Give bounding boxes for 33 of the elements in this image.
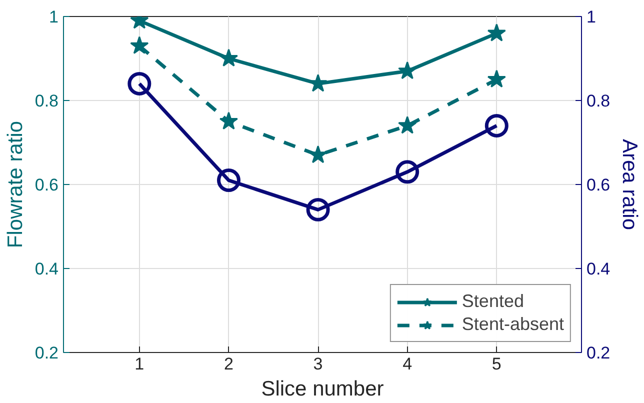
y2-tick-label: 1 <box>586 8 596 26</box>
y-tick-label: 0.6 <box>34 176 59 194</box>
y-tick-label: 0.2 <box>34 344 59 362</box>
y-tick-label: 1 <box>49 8 59 26</box>
point <box>487 24 506 42</box>
point <box>398 61 417 80</box>
x-tick-label: 4 <box>402 354 412 374</box>
y2-tick-label: 0.8 <box>586 92 610 110</box>
y-axis-title: Flowrate ratio <box>4 120 27 248</box>
legend-label: Stent-absent <box>462 314 564 335</box>
point <box>487 70 506 88</box>
point <box>219 48 238 67</box>
y2-tick-label: 0.4 <box>586 260 610 278</box>
x-tick-label: 2 <box>224 354 234 374</box>
point <box>216 168 240 192</box>
point <box>398 116 417 134</box>
y-tick-label: 0.4 <box>34 260 59 278</box>
point <box>308 145 328 164</box>
point <box>130 36 149 54</box>
y2-tick-label: 0.2 <box>586 344 610 362</box>
y2-tick-label: 0.6 <box>586 176 610 194</box>
legend-label: Stented <box>462 291 524 312</box>
point <box>219 112 238 130</box>
x-axis-title: Slice number <box>261 378 384 400</box>
point <box>484 114 508 138</box>
x-tick-label: 5 <box>492 354 502 374</box>
x-tick-label: 1 <box>134 354 144 374</box>
point <box>396 160 420 184</box>
x-tick-label: 3 <box>313 354 323 374</box>
point <box>128 72 152 96</box>
y2-axis-title: Area ratio <box>618 138 642 230</box>
point <box>306 198 330 222</box>
y-tick-label: 0.8 <box>34 92 59 110</box>
